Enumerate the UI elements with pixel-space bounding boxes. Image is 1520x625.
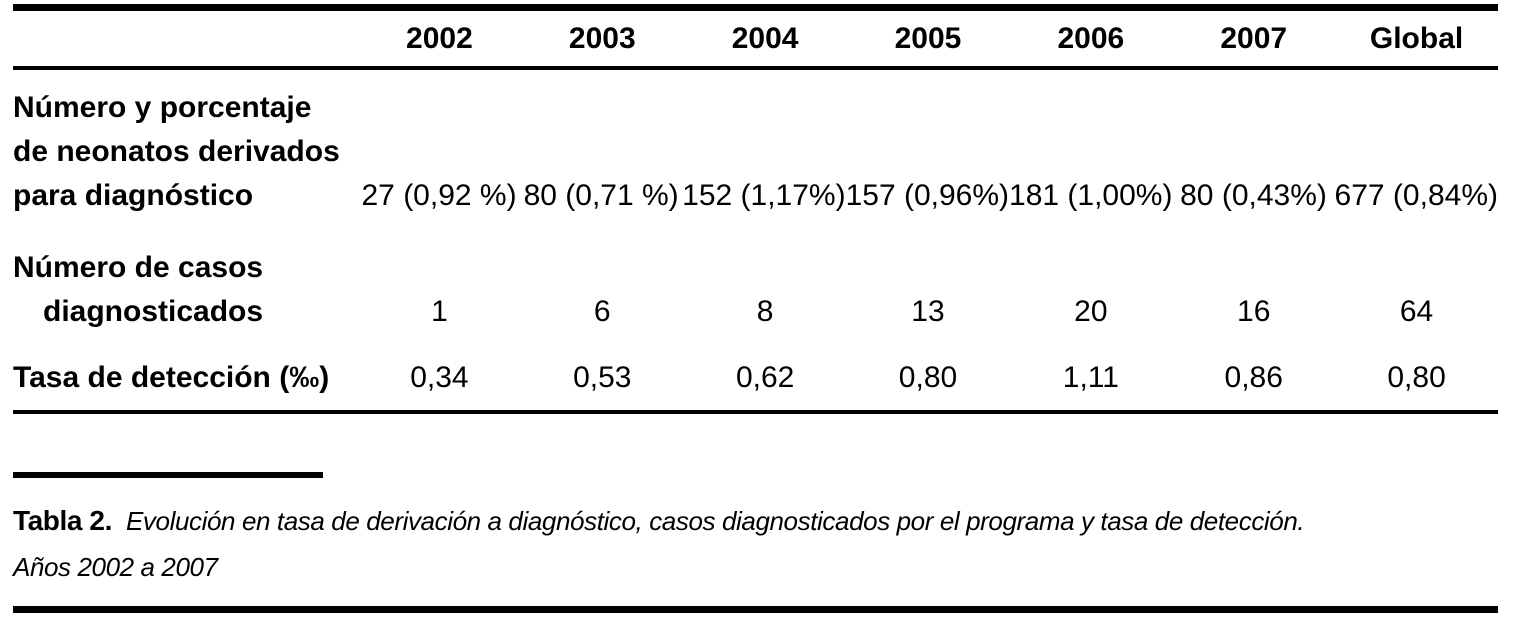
table-cell: 80 (0,43%) xyxy=(1180,179,1327,212)
column-header-2007: 2007 xyxy=(1220,21,1288,55)
table-row-neonatos-derivados: Número y porcentaje de neonatos derivado… xyxy=(13,86,1498,246)
caption-line-1: Tabla 2. Evolución en tasa de derivación … xyxy=(13,498,1498,544)
table-cell: 20 xyxy=(1074,295,1108,328)
table-cell: 0,62 xyxy=(735,361,795,394)
table-row-casos-diagnosticados: Número de casos diagnosticados 1 6 8 13 … xyxy=(13,246,1498,356)
row-label-line: Número de casos xyxy=(13,251,264,284)
table-caption: Tabla 2. Evolución en tasa de derivación … xyxy=(13,498,1498,590)
caption-text: Evolución en tasa de derivación a diagnó… xyxy=(125,506,1305,536)
column-header-2002: 2002 xyxy=(406,21,473,55)
table-cell: 13 xyxy=(911,295,945,328)
table-cell: 0,86 xyxy=(1224,361,1283,394)
row-label-neonatos-derivados: Número y porcentaje de neonatos derivado… xyxy=(13,86,358,218)
table-cell: 64 xyxy=(1399,295,1434,328)
column-header-2004: 2004 xyxy=(731,21,799,55)
caption-separator-rule xyxy=(13,472,323,478)
row-label-line: de neonatos derivados xyxy=(13,135,340,168)
table-cell: 1 xyxy=(431,295,448,328)
bottom-rule xyxy=(13,606,1498,613)
table-bottom-rule xyxy=(13,410,1498,414)
table-cell: 677 (0,84%) xyxy=(1334,179,1498,212)
table-cell: 0,34 xyxy=(410,361,469,394)
caption-label: Tabla 2. xyxy=(13,505,112,536)
table-header-row: 2002 2003 2004 2005 2006 2007 Global xyxy=(13,11,1498,66)
table-cell: 1,11 xyxy=(1062,361,1119,394)
row-label-line: Tasa de detección (‰) xyxy=(13,361,330,394)
column-header-2006: 2006 xyxy=(1057,21,1125,55)
table-row-tasa-deteccion: Tasa de detección (‰) 0,34 0,53 0,62 0,8… xyxy=(13,356,1498,410)
table-cell: 16 xyxy=(1237,295,1271,328)
table-cell: 6 xyxy=(593,295,611,328)
top-rule xyxy=(13,4,1498,11)
table-cell: 181 (1,00%) xyxy=(1009,179,1173,212)
column-header-2003: 2003 xyxy=(568,21,636,55)
table-cell: 152 (1,17%) xyxy=(682,179,846,212)
row-label-casos-diagnosticados: Número de casos diagnosticados xyxy=(13,246,358,334)
header-rule xyxy=(13,66,1498,70)
caption-line-2: Años 2002 a 2007 xyxy=(13,552,218,582)
table-cell: 0,53 xyxy=(573,361,632,394)
row-label-line: Número y porcentaje xyxy=(13,91,312,124)
row-label-line: diagnosticados xyxy=(43,295,264,328)
row-label-line: para diagnóstico xyxy=(13,179,254,212)
table-cell: 0,80 xyxy=(1387,361,1446,394)
table-cell: 80 (0,71 %) xyxy=(523,179,679,212)
column-header-2005: 2005 xyxy=(894,21,962,55)
row-label-tasa-deteccion: Tasa de detección (‰) xyxy=(13,356,358,400)
table-cell: 0,80 xyxy=(898,361,958,394)
column-header-global: Global xyxy=(1369,21,1464,55)
table-cell: 27 (0,92 %) xyxy=(361,179,517,212)
table-cell: 157 (0,96%) xyxy=(845,179,1010,212)
table-cell: 8 xyxy=(756,295,774,328)
paper-table-page: 2002 2003 2004 2005 2006 2007 Global Núm… xyxy=(0,4,1520,625)
